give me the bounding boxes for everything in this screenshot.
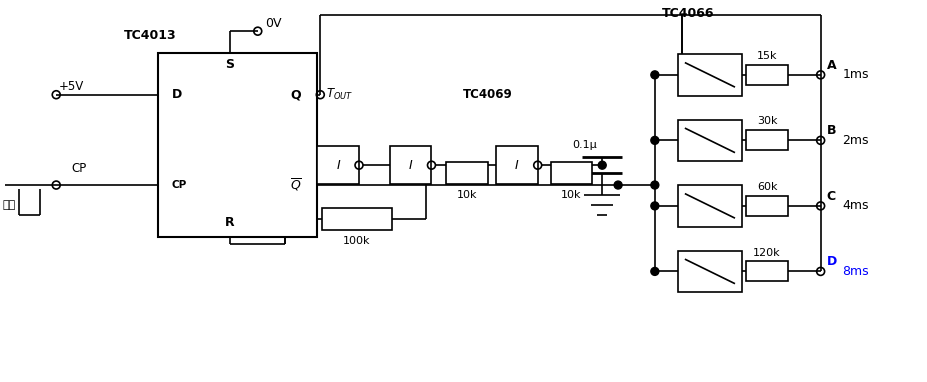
Text: TC4013: TC4013 [123,29,176,42]
Bar [745,262,787,281]
Bar [446,162,488,184]
Text: 10k: 10k [561,190,581,200]
Text: TC4066: TC4066 [661,7,714,20]
Circle shape [650,267,658,275]
Bar [550,162,591,184]
Bar [677,120,742,161]
Text: C: C [826,190,835,203]
Bar [159,53,317,237]
Circle shape [598,161,605,169]
Text: I: I [408,159,413,172]
Circle shape [650,136,658,144]
Text: 1ms: 1ms [842,68,868,81]
Bar [495,146,537,184]
Text: 8ms: 8ms [842,265,869,278]
Text: CP: CP [71,162,86,175]
Text: 100k: 100k [343,236,371,246]
Text: 120k: 120k [753,248,780,257]
Text: 60k: 60k [756,182,777,192]
Text: 10k: 10k [456,190,477,200]
Text: $\overline{Q}$: $\overline{Q}$ [289,177,301,193]
Bar [677,185,742,227]
Bar [317,146,359,184]
Text: CP: CP [171,180,186,190]
Text: 0V: 0V [264,17,281,30]
Circle shape [650,202,658,210]
Text: I: I [336,159,339,172]
Bar [677,54,742,96]
Text: D: D [171,88,182,101]
Bar [745,130,787,150]
Text: 4ms: 4ms [842,199,868,212]
Text: A: A [826,59,835,72]
Text: B: B [826,125,835,138]
Text: 0.1μ: 0.1μ [572,140,597,151]
Text: TC4069: TC4069 [463,88,513,101]
Text: +5V: +5V [59,80,84,93]
Text: D: D [826,256,836,269]
Text: Q: Q [290,88,300,101]
Circle shape [650,181,658,189]
Bar [745,65,787,85]
Text: $T_{OUT}$: $T_{OUT}$ [326,87,353,102]
Text: 触发: 触发 [2,200,16,210]
Bar [745,196,787,216]
Circle shape [614,181,621,189]
Text: S: S [225,58,235,71]
Text: 30k: 30k [756,117,777,126]
Bar [677,251,742,292]
Text: I: I [514,159,518,172]
Text: 15k: 15k [756,51,777,61]
Bar [322,208,391,230]
Circle shape [650,71,658,79]
Text: 2ms: 2ms [842,134,868,147]
Text: R: R [225,216,235,229]
Bar [389,146,431,184]
